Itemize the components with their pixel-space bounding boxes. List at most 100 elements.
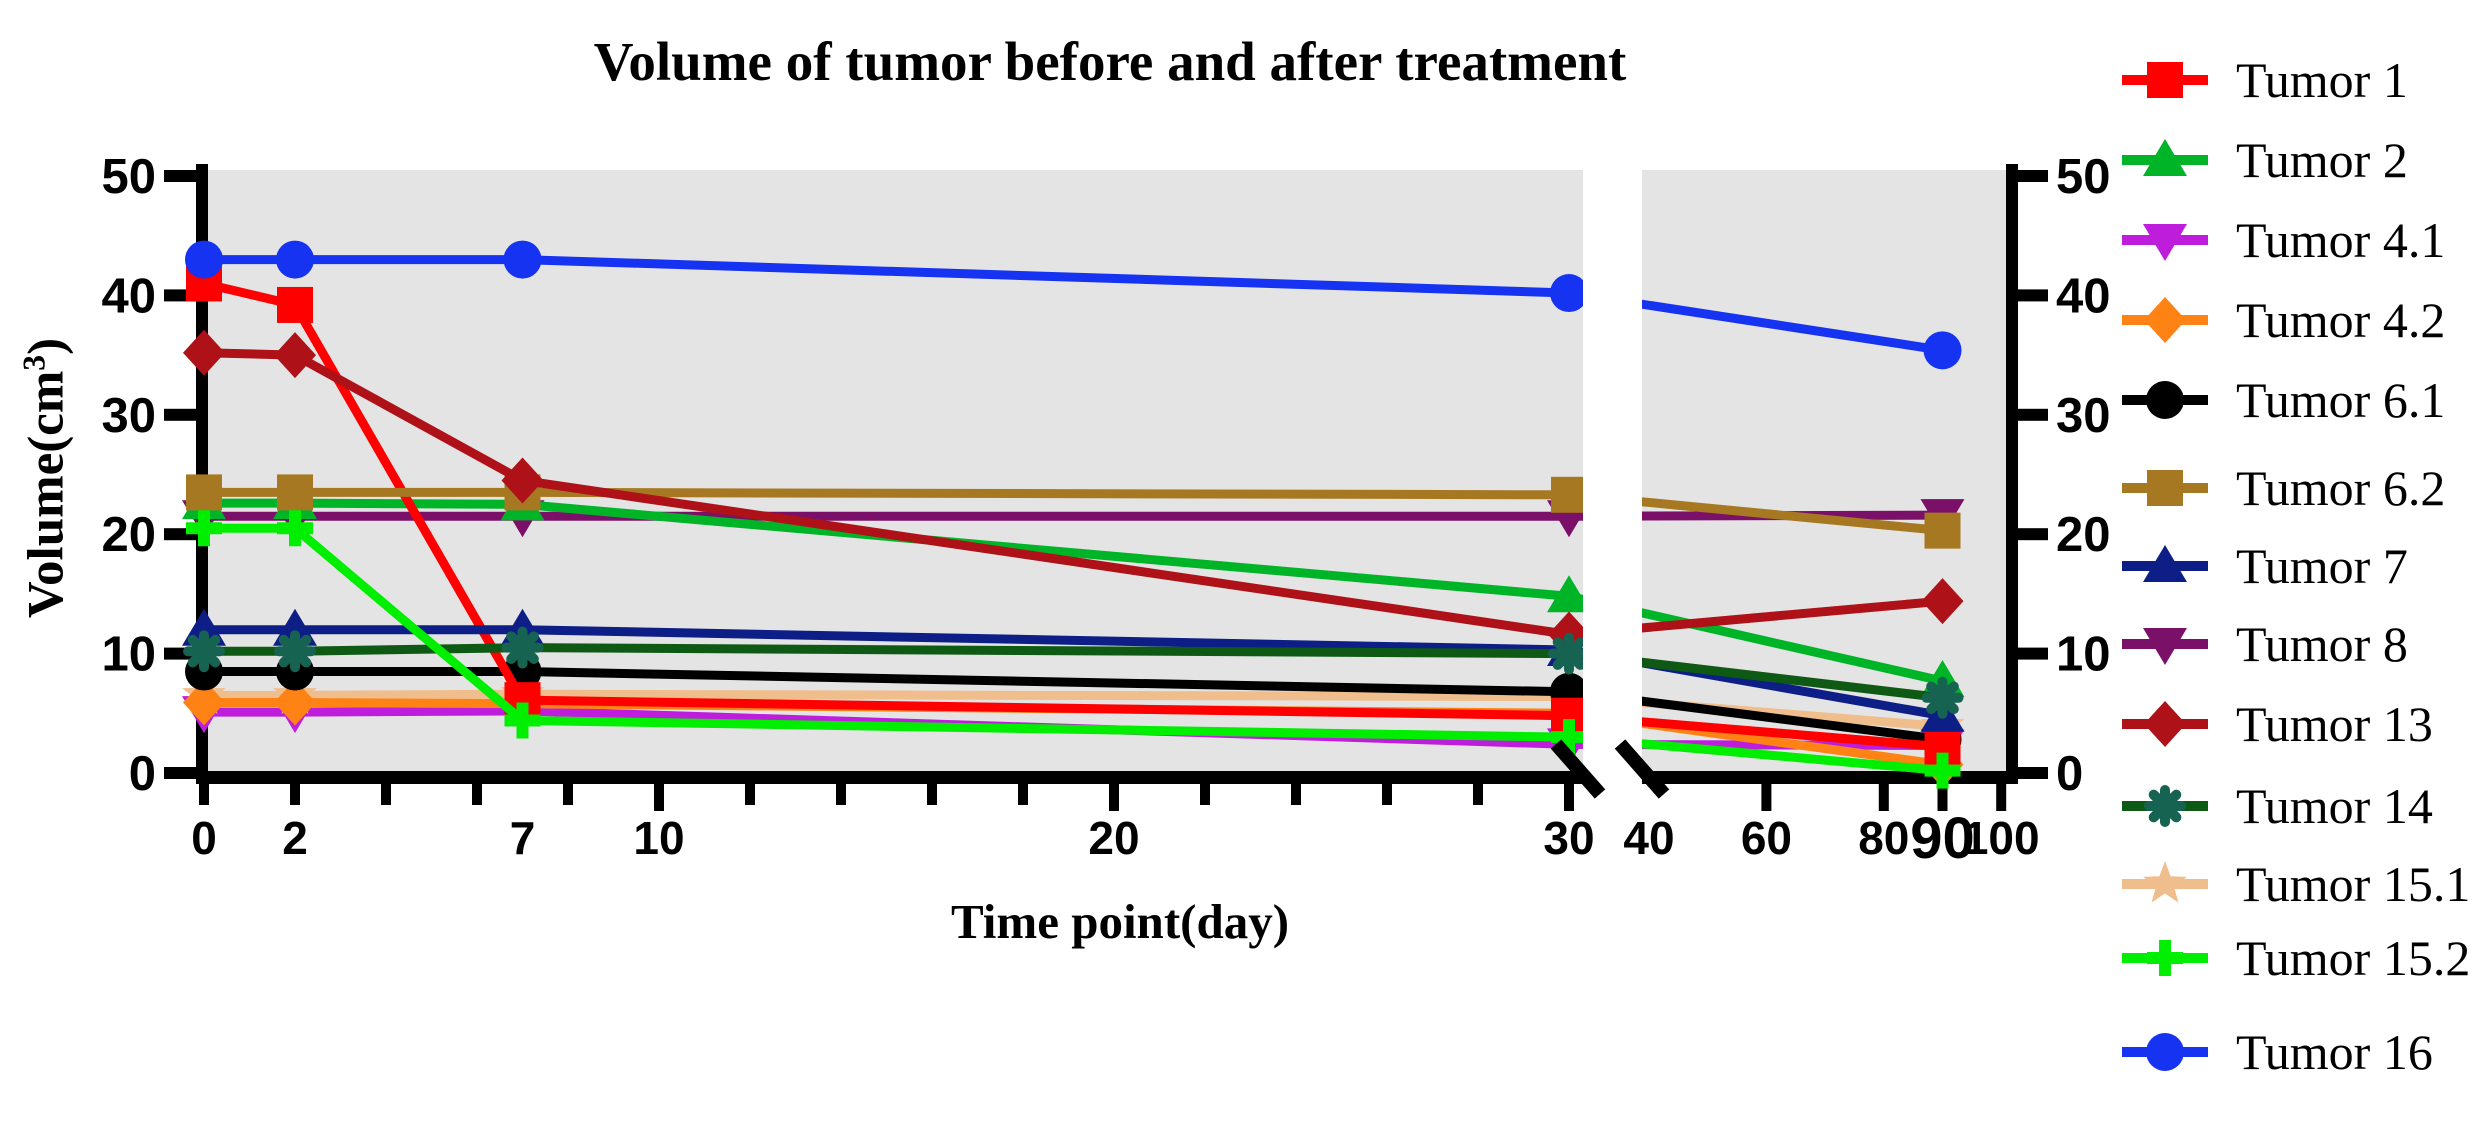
- legend-item-tumor-13: Tumor 13: [2122, 696, 2433, 752]
- legend-marker-tumor-7: [2143, 545, 2187, 582]
- data-point-tumor-15-2: [277, 510, 313, 547]
- x-tick: [836, 784, 846, 805]
- data-point-tumor-16: [503, 240, 542, 279]
- series-tumor-14: [183, 626, 1964, 719]
- legend-item-tumor-4-1: Tumor 4.1: [2122, 212, 2445, 268]
- data-point-tumor-14: [183, 630, 225, 673]
- data-point-tumor-2: [1547, 575, 1591, 613]
- y-tick-label-right: 30: [2056, 389, 2111, 443]
- legend-label-tumor-6-1: Tumor 6.1: [2236, 372, 2445, 428]
- legend-marker-tumor-14: [2144, 785, 2186, 827]
- legend-item-tumor-7: Tumor 7: [2122, 538, 2408, 594]
- legend-label-tumor-14: Tumor 14: [2236, 778, 2433, 834]
- data-point-tumor-4-2: [274, 679, 316, 726]
- x-tick-label: 60: [1741, 812, 1792, 864]
- data-point-tumor-13: [274, 332, 316, 379]
- legend-marker-tumor-15-1: [2143, 861, 2187, 903]
- x-tick-label: 0: [191, 812, 217, 864]
- x-tick: [1109, 784, 1119, 811]
- data-point-tumor-13: [183, 329, 225, 376]
- series-layer: [182, 240, 1965, 789]
- y-tick-right: [2006, 528, 2048, 541]
- legend-item-tumor-16: Tumor 16: [2122, 1024, 2433, 1080]
- x-tick: [1382, 784, 1392, 805]
- legend-marker-tumor-4-2: [2144, 297, 2186, 343]
- legend-item-tumor-6-1: Tumor 6.1: [2122, 372, 2445, 428]
- legend-item-tumor-15-1: Tumor 15.1: [2122, 856, 2470, 912]
- y-tick-left: [164, 408, 204, 421]
- legend-label-tumor-1: Tumor 1: [2236, 52, 2408, 108]
- data-point-tumor-4-2: [183, 679, 225, 726]
- legend-item-tumor-2: Tumor 2: [2122, 132, 2408, 188]
- y-tick-right: [2006, 647, 2048, 660]
- y-tick-label-right: 50: [2056, 150, 2111, 204]
- series-tumor-1: [186, 265, 1961, 765]
- data-point-tumor-14: [501, 626, 544, 669]
- x-tick-label: 100: [1963, 812, 2040, 864]
- data-point-tumor-14: [274, 630, 316, 673]
- legend-item-tumor-8: Tumor 8: [2122, 616, 2408, 672]
- data-point-tumor-6-2: [277, 474, 313, 511]
- x-tick: [927, 784, 937, 805]
- data-point-tumor-1: [277, 286, 313, 323]
- x-tick-label: 90: [1910, 806, 1975, 871]
- legend: Tumor 1 Tumor 2 Tumor 4.1 Tumor 4.2 Tumor 6.…: [2122, 52, 2470, 1080]
- legend-marker-tumor-15-2: [2147, 940, 2183, 976]
- data-point-tumor-6-2: [1551, 476, 1587, 513]
- legend-label-tumor-16: Tumor 16: [2236, 1024, 2433, 1080]
- legend-item-tumor-4-2: Tumor 4.2: [2122, 292, 2445, 348]
- y-tick-label-left: 0: [129, 747, 156, 801]
- y-tick-right: [2006, 767, 2048, 779]
- x-tick: [381, 784, 391, 805]
- x-tick-label: 40: [1623, 812, 1674, 864]
- x-tick: [199, 784, 209, 805]
- data-point-tumor-13: [1921, 578, 1964, 625]
- legend-label-tumor-15-2: Tumor 15.2: [2236, 930, 2470, 986]
- x-tick: [1937, 784, 1948, 811]
- x-tick-label: 20: [1088, 812, 1139, 864]
- x-axis-right-segment: [1642, 771, 2018, 784]
- data-point-tumor-13: [501, 457, 544, 504]
- series-line-tumor-8: [204, 510, 1943, 521]
- x-tick: [745, 784, 755, 805]
- x-tick-label: 30: [1543, 812, 1594, 864]
- data-point-tumor-6-2: [186, 474, 222, 511]
- legend-marker-tumor-16: [2146, 1033, 2184, 1071]
- x-axis-title: Time point(day): [950, 894, 1290, 949]
- y-tick-label-right: 40: [2056, 269, 2111, 323]
- data-point-tumor-15-2: [186, 510, 222, 547]
- y-tick-right: [2006, 408, 2048, 421]
- legend-label-tumor-7: Tumor 7: [2236, 538, 2408, 594]
- data-point-tumor-14: [1921, 676, 1964, 719]
- legend-label-tumor-8: Tumor 8: [2236, 616, 2408, 672]
- legend-item-tumor-14: Tumor 14: [2122, 778, 2433, 834]
- y-tick-label-left: 40: [101, 269, 156, 323]
- y-tick-right: [2006, 170, 2048, 182]
- x-tick: [1761, 784, 1772, 811]
- data-point-tumor-15-2: [504, 702, 541, 739]
- data-point-tumor-16: [1923, 331, 1962, 370]
- legend-label-tumor-4-2: Tumor 4.2: [2236, 292, 2445, 348]
- x-tick-label: 80: [1858, 812, 1909, 864]
- y-tick-left: [164, 170, 204, 182]
- data-point-tumor-16: [185, 240, 223, 279]
- y-tick-label-left: 50: [101, 150, 156, 204]
- y-tick-label-right: 0: [2056, 747, 2083, 801]
- x-tick: [1996, 784, 2007, 811]
- axis-break-slash-right: [1614, 739, 1670, 799]
- legend-label-tumor-13: Tumor 13: [2236, 696, 2433, 752]
- x-tick-label: 2: [282, 812, 308, 864]
- legend-item-tumor-1: Tumor 1: [2122, 52, 2408, 108]
- y-tick-label-left: 10: [101, 628, 156, 682]
- data-point-tumor-16: [276, 240, 314, 279]
- legend-marker-tumor-6-2: [2147, 470, 2183, 506]
- legend-label-tumor-15-1: Tumor 15.1: [2236, 856, 2470, 912]
- y-tick-label-left: 20: [101, 508, 156, 562]
- y-tick-label-right: 10: [2056, 628, 2111, 682]
- x-tick: [472, 784, 482, 805]
- axis-break-gap: [1583, 156, 1642, 768]
- y-tick-left: [164, 767, 204, 779]
- x-tick: [1878, 784, 1889, 811]
- x-axis-left-segment: [196, 771, 1583, 784]
